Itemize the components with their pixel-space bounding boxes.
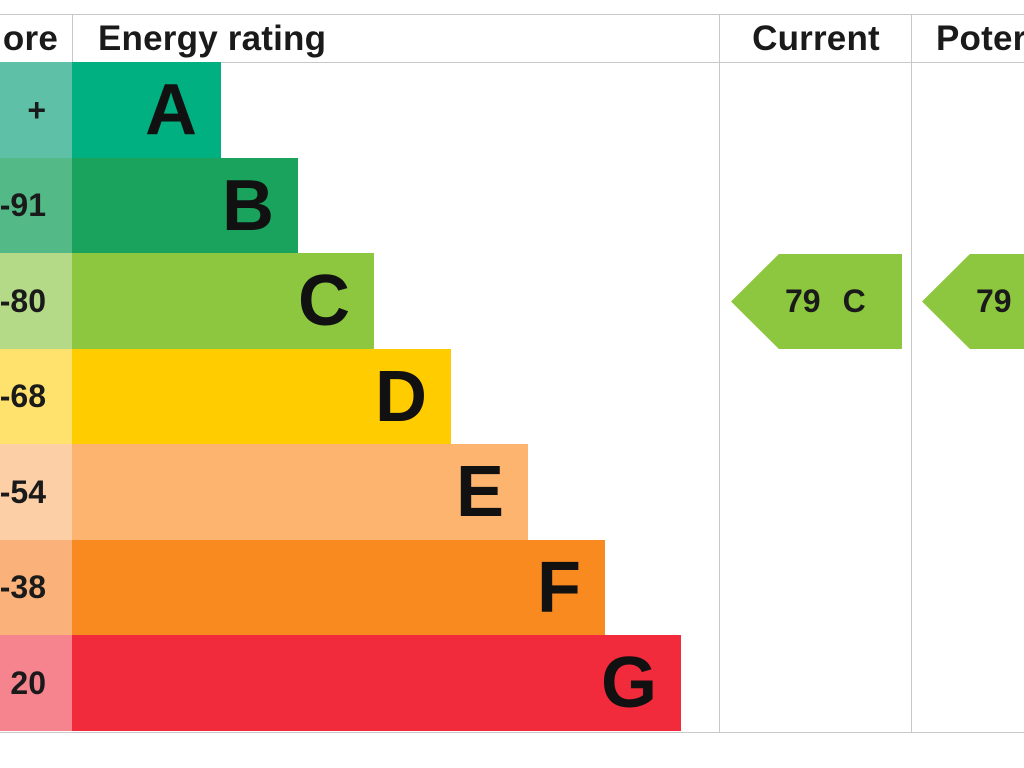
- current-rating-arrow: 79 C: [731, 254, 902, 349]
- bottom-border-line: [0, 732, 1024, 733]
- top-border-line: [0, 14, 1024, 15]
- potential-rating-value: 79: [976, 283, 1012, 319]
- potential-column-divider: [911, 14, 912, 733]
- score-range-b: -91: [0, 158, 72, 253]
- rating-bar-c: C: [72, 253, 374, 349]
- rating-bar-b: B: [72, 158, 298, 253]
- current-column-divider: [719, 14, 720, 733]
- rating-bar-e: E: [72, 444, 528, 540]
- potential-rating-arrow: 79 C: [922, 254, 1024, 349]
- score-range-d: -68: [0, 349, 72, 444]
- current-column-header: Current: [752, 19, 880, 58]
- energy-rating-header: Energy rating: [98, 19, 327, 58]
- header-separator-line: [0, 62, 1024, 63]
- score-range-a: +: [0, 62, 72, 158]
- score-column-divider: [72, 14, 73, 62]
- rating-bar-g: G: [72, 635, 681, 731]
- score-column-header: ore: [2, 19, 58, 58]
- score-range-g: 20: [0, 635, 72, 731]
- rating-bar-d: D: [72, 349, 451, 444]
- score-range-e: -54: [0, 444, 72, 540]
- potential-column-header: Poter: [936, 19, 1024, 58]
- rating-bar-a: A: [72, 62, 221, 158]
- current-rating-value: 79: [785, 283, 821, 319]
- current-rating-band: C: [842, 283, 866, 319]
- score-range-f: -38: [0, 540, 72, 635]
- score-range-c: -80: [0, 253, 72, 349]
- rating-bar-f: F: [72, 540, 605, 635]
